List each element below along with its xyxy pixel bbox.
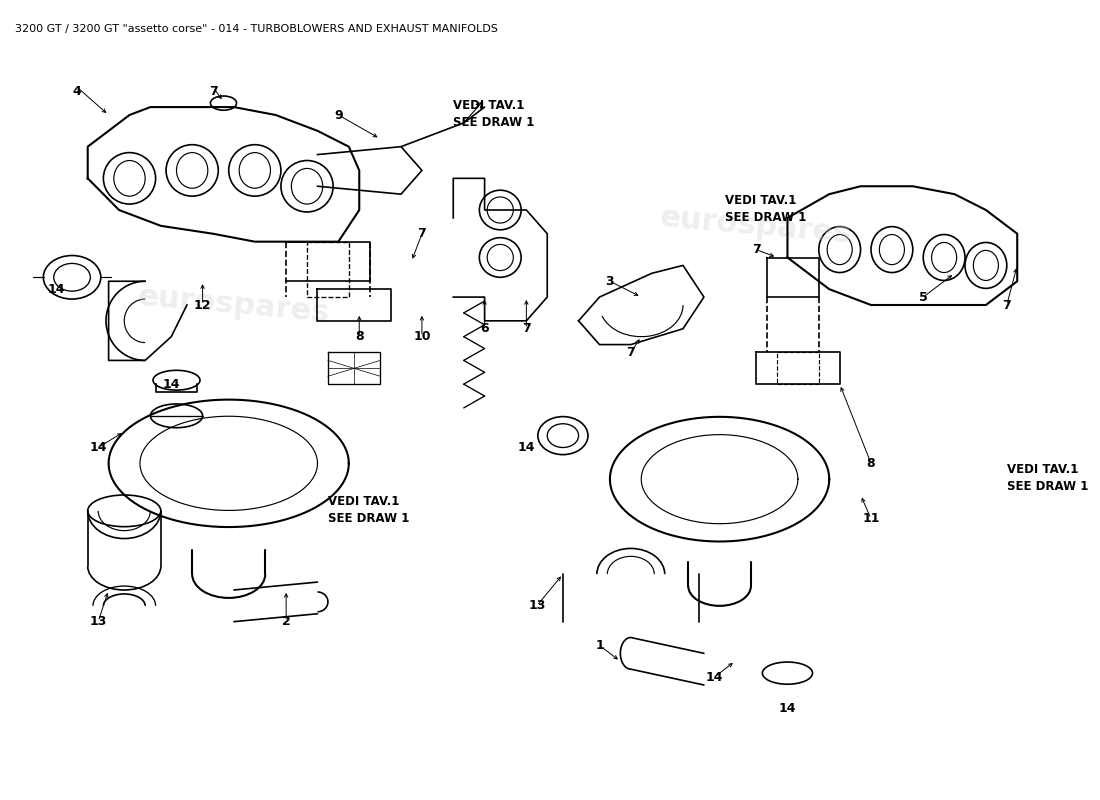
Text: 7: 7 [1002,298,1011,311]
Text: VEDI TAV.1
SEE DRAW 1: VEDI TAV.1 SEE DRAW 1 [453,99,535,129]
Text: 8: 8 [355,330,364,343]
Text: eurospares: eurospares [136,282,331,328]
Text: 11: 11 [862,512,880,526]
Text: 14: 14 [163,378,180,390]
Text: 10: 10 [414,330,431,343]
Text: 3: 3 [606,274,614,288]
Text: 9: 9 [334,109,343,122]
Text: 14: 14 [705,670,723,683]
Text: 14: 14 [47,282,65,296]
Text: 7: 7 [751,243,760,256]
Text: eurospares: eurospares [659,203,854,249]
Text: 1: 1 [595,639,604,652]
Text: 7: 7 [522,322,530,335]
Text: 14: 14 [518,441,535,454]
Text: 7: 7 [626,346,635,359]
Text: 8: 8 [867,457,876,470]
Text: 5: 5 [918,290,927,303]
Text: 3200 GT / 3200 GT "assetto corse" - 014 - TURBOBLOWERS AND EXHAUST MANIFOLDS: 3200 GT / 3200 GT "assetto corse" - 014 … [14,24,497,34]
Text: VEDI TAV.1
SEE DRAW 1: VEDI TAV.1 SEE DRAW 1 [1006,463,1088,494]
Text: 2: 2 [282,615,290,628]
Text: 14: 14 [89,441,107,454]
Text: 7: 7 [209,85,218,98]
Text: 12: 12 [194,298,211,311]
Text: 13: 13 [528,599,546,612]
Text: 13: 13 [89,615,107,628]
Text: 6: 6 [481,322,488,335]
Text: VEDI TAV.1
SEE DRAW 1: VEDI TAV.1 SEE DRAW 1 [328,495,409,525]
Text: VEDI TAV.1
SEE DRAW 1: VEDI TAV.1 SEE DRAW 1 [725,194,806,224]
Text: 14: 14 [779,702,796,715]
Text: 7: 7 [418,227,427,240]
Text: 4: 4 [73,85,81,98]
